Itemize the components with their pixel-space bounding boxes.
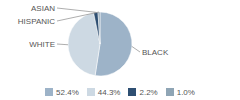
svg-text:WHITE: WHITE bbox=[29, 40, 55, 49]
html-text:1.0%: 1.0% bbox=[176, 87, 195, 97]
html-text:52.4%: 52.4% bbox=[56, 87, 79, 97]
html-text:2.2%: 2.2% bbox=[139, 87, 158, 97]
svg-text:ASIAN: ASIAN bbox=[31, 4, 55, 13]
svg-text:BLACK: BLACK bbox=[142, 48, 169, 57]
html-text:44.3%: 44.3% bbox=[97, 87, 121, 97]
svg-text:HISPANIC: HISPANIC bbox=[18, 17, 55, 26]
